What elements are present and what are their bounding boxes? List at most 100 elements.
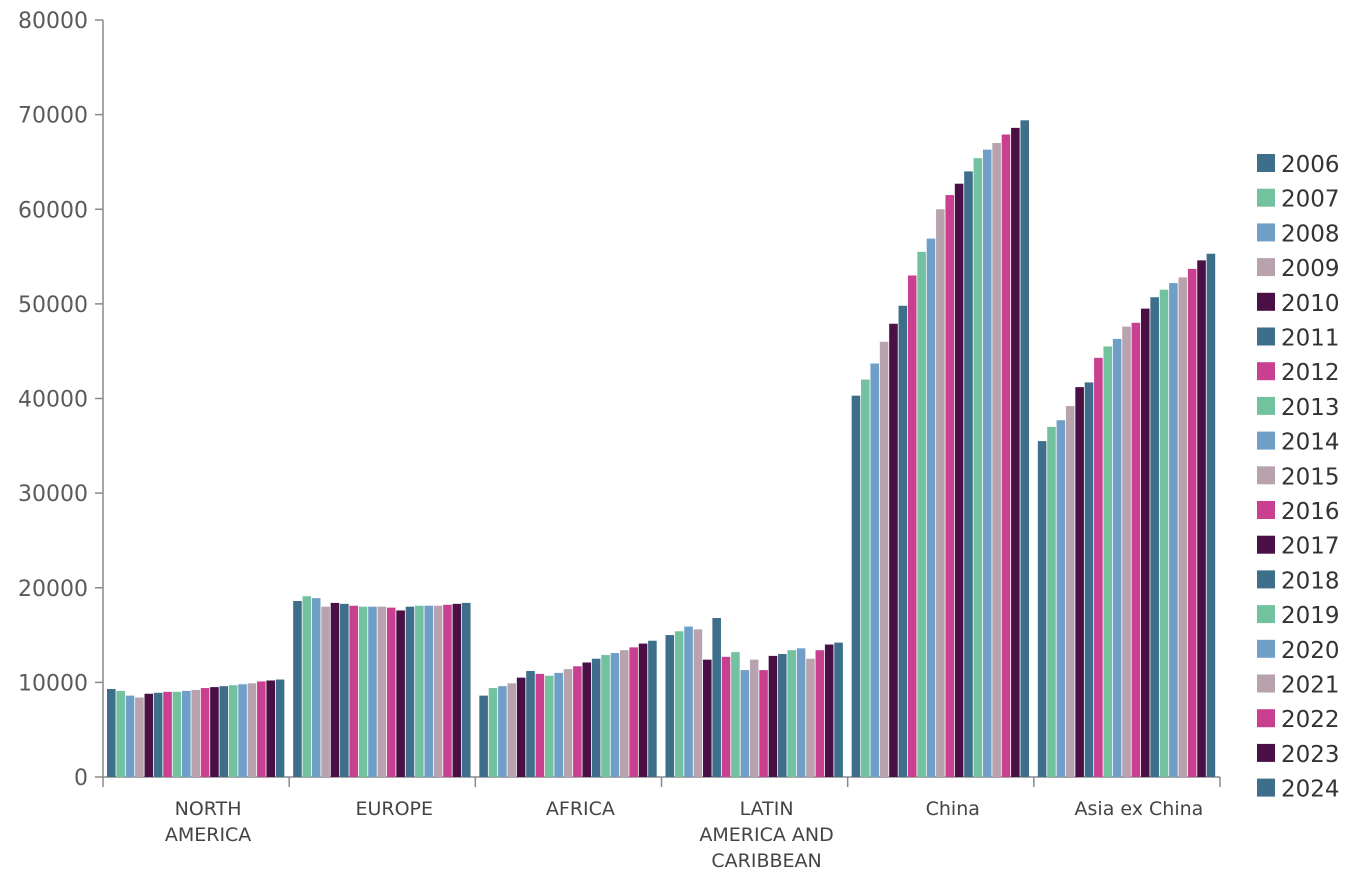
legend-swatch-2013 (1257, 396, 1275, 415)
bar-2010-5 (1075, 387, 1084, 777)
bar-2016-2 (573, 666, 582, 777)
bar-2006-0 (107, 689, 116, 777)
bar-2024-0 (275, 679, 285, 777)
bar-2011-4 (898, 305, 908, 777)
bar-2023-2 (638, 643, 648, 777)
bar-2016-5 (1131, 322, 1141, 777)
y-tick-label: 40000 (18, 388, 88, 413)
bar-2015-0 (191, 689, 200, 777)
bar-2012-1 (349, 605, 359, 777)
legend-label-2011: 2011 (1281, 326, 1340, 352)
bar-2011-3 (712, 618, 721, 777)
bar-2010-0 (144, 693, 154, 777)
bar-2016-4 (945, 195, 955, 777)
bar-2023-3 (824, 644, 834, 777)
legend-swatch-2023 (1257, 743, 1275, 762)
legend-swatch-2019 (1257, 605, 1275, 624)
legend-swatch-2017 (1257, 535, 1275, 554)
bar-2014-1 (368, 606, 377, 777)
x-category-label: LATIN AMERICA AND CARIBBEAN (699, 798, 833, 872)
bar-2015-1 (377, 606, 387, 777)
bar-2007-3 (674, 631, 684, 777)
bar-2021-4 (992, 143, 1001, 777)
bar-2012-3 (721, 656, 731, 777)
bar-2007-4 (861, 379, 870, 777)
legend-label-2024: 2024 (1281, 777, 1340, 803)
legend-label-2021: 2021 (1281, 673, 1340, 699)
legend-swatch-2016 (1257, 501, 1275, 519)
bar-2012-0 (163, 691, 172, 777)
legend-swatch-2022 (1257, 709, 1275, 728)
legend-label-2016: 2016 (1281, 499, 1340, 525)
bar-2024-1 (461, 602, 471, 777)
bar-2013-3 (731, 652, 740, 777)
bar-2022-4 (1001, 134, 1011, 777)
legend-label-2010: 2010 (1281, 291, 1340, 317)
bar-2012-2 (535, 673, 545, 777)
x-axis: NORTH AMERICA EUROPE AFRICA LATIN AMERICA AND… (102, 776, 1221, 872)
bar-2015-4 (936, 209, 945, 777)
bar-2014-2 (554, 672, 563, 777)
bar-2016-0 (200, 688, 210, 777)
bar-2007-5 (1047, 426, 1056, 777)
y-tick-label: 60000 (18, 198, 88, 223)
bar-2006-3 (665, 635, 675, 777)
bar-2014-0 (182, 690, 191, 777)
legend-label-2009: 2009 (1281, 256, 1340, 282)
bar-2017-3 (768, 655, 778, 777)
bar-2019-2 (601, 654, 610, 777)
bar-2023-1 (452, 603, 462, 777)
bar-2006-4 (851, 395, 861, 777)
legend-label-2014: 2014 (1281, 430, 1340, 456)
bar-2011-1 (340, 603, 349, 777)
bar-2017-5 (1140, 308, 1150, 777)
bar-2015-2 (563, 669, 573, 777)
x-category-label: China (926, 798, 980, 820)
x-category-label: Asia ex China (1075, 798, 1204, 820)
bar-2008-1 (311, 598, 321, 777)
bar-2021-0 (247, 683, 257, 777)
bar-2006-1 (293, 601, 302, 777)
legend: 2006 2007 2008 2009 2010 2011 2012 2013 2014 2015… (1257, 152, 1340, 803)
legend-label-2007: 2007 (1281, 187, 1340, 213)
bar-2022-0 (257, 681, 266, 777)
bar-2008-3 (684, 626, 693, 777)
bar-2014-5 (1112, 338, 1122, 777)
y-tick-label: 80000 (18, 9, 88, 34)
x-category-label: NORTH AMERICA (165, 798, 251, 846)
y-tick-label: 30000 (18, 482, 88, 507)
bar-2018-5 (1150, 297, 1159, 777)
legend-label-2013: 2013 (1281, 395, 1340, 421)
bar-2019-3 (787, 650, 796, 777)
bar-2006-2 (479, 695, 488, 777)
bar-2023-4 (1011, 127, 1020, 778)
bar-2021-1 (433, 605, 443, 777)
bar-2020-3 (796, 648, 806, 777)
legend-swatch-2015 (1257, 466, 1275, 485)
legend-swatch-2014 (1257, 431, 1275, 450)
bar-2015-5 (1122, 326, 1131, 777)
bar-2013-4 (917, 251, 926, 777)
bar-2013-1 (358, 606, 368, 777)
bar-2013-5 (1103, 346, 1113, 777)
bar-2007-1 (302, 596, 312, 777)
legend-swatch-2006 (1257, 154, 1275, 172)
bar-2009-0 (135, 697, 144, 777)
bar-2022-3 (815, 650, 825, 777)
legend-swatch-2024 (1257, 778, 1275, 797)
legend-swatch-2008 (1257, 223, 1275, 242)
bar-2017-0 (210, 687, 219, 777)
bar-2019-5 (1159, 289, 1169, 777)
bar-2024-3 (834, 642, 843, 777)
bar-2019-0 (228, 685, 238, 777)
x-category-label: EUROPE (355, 798, 433, 820)
bars (107, 120, 1216, 778)
bar-2022-1 (443, 604, 452, 777)
bar-2017-2 (582, 662, 592, 777)
bar-2020-4 (982, 149, 992, 777)
bar-2013-0 (172, 691, 182, 777)
legend-label-2006: 2006 (1281, 152, 1340, 178)
bar-2012-5 (1094, 357, 1103, 777)
bar-2015-3 (749, 659, 759, 777)
bar-2018-2 (591, 658, 601, 777)
